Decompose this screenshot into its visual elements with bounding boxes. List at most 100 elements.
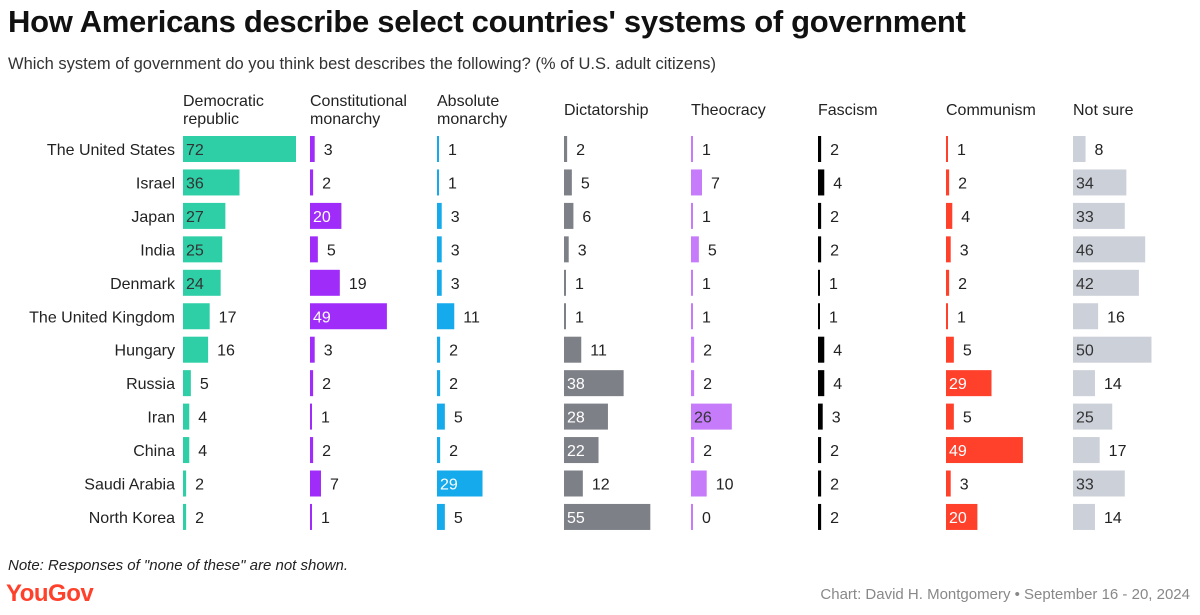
value-label-dictatorship-the-united-kingdom: 1 <box>575 309 584 326</box>
bar-constitutional-monarchy-the-united-kingdom <box>310 303 387 330</box>
row-label-the-united-kingdom: The United Kingdom <box>29 309 175 326</box>
value-label-dictatorship-india: 3 <box>578 242 587 259</box>
bar-dictatorship-iran <box>564 403 608 430</box>
bar-not-sure-japan <box>1073 202 1125 229</box>
bar-dictatorship-russia <box>564 370 624 397</box>
bar-not-sure-the-united-states <box>1073 136 1086 162</box>
bar-dictatorship-israel <box>564 169 572 196</box>
value-label-dictatorship-israel: 5 <box>581 175 590 192</box>
row-label-north-korea: North Korea <box>89 510 175 527</box>
row-label-china: China <box>133 443 175 460</box>
bar-absolute-monarchy-the-united-kingdom <box>437 303 455 330</box>
bar-communism-the-united-kingdom <box>946 303 948 330</box>
yougov-logo: YouGov <box>6 580 94 607</box>
value-label-absolute-monarchy-iran: 5 <box>454 410 463 427</box>
bar-communism-hungary <box>946 336 954 363</box>
bar-absolute-monarchy-israel <box>437 169 439 196</box>
bar-democratic-republic-iran <box>183 403 190 430</box>
bar-communism-north-korea <box>946 503 978 530</box>
value-label-constitutional-monarchy-denmark: 19 <box>349 276 367 293</box>
value-label-absolute-monarchy-denmark: 3 <box>451 276 460 293</box>
value-label-absolute-monarchy-india: 3 <box>451 242 460 259</box>
bar-theocracy-india <box>691 236 699 263</box>
value-label-absolute-monarchy-israel: 1 <box>448 175 457 192</box>
bar-constitutional-monarchy-saudi-arabia <box>310 470 321 497</box>
value-label-democratic-republic-north-korea: 2 <box>195 510 204 527</box>
bar-not-sure-hungary <box>1073 336 1152 363</box>
value-label-theocracy-denmark: 1 <box>702 276 711 293</box>
value-label-not-sure-russia: 14 <box>1104 376 1122 393</box>
value-label-absolute-monarchy-north-korea: 5 <box>454 510 463 527</box>
value-label-not-sure-the-united-kingdom: 16 <box>1107 309 1125 326</box>
bar-not-sure-russia <box>1073 370 1095 397</box>
bar-theocracy-the-united-kingdom <box>691 303 693 330</box>
value-label-not-sure-india: 46 <box>1076 242 1094 259</box>
value-label-not-sure-japan: 33 <box>1076 209 1094 226</box>
value-label-democratic-republic-japan: 27 <box>186 209 204 226</box>
column-header-constitutional-monarchy: Constitutional <box>310 93 407 110</box>
value-label-dictatorship-japan: 6 <box>582 209 591 226</box>
value-label-fascism-saudi-arabia: 2 <box>830 477 839 494</box>
value-label-theocracy-japan: 1 <box>702 209 711 226</box>
bar-absolute-monarchy-russia <box>437 370 441 397</box>
bar-democratic-republic-the-united-kingdom <box>183 303 210 330</box>
value-label-communism-the-united-states: 1 <box>957 142 966 159</box>
column-header-dictatorship: Dictatorship <box>564 102 649 119</box>
bar-not-sure-the-united-kingdom <box>1073 303 1099 330</box>
value-label-not-sure-the-united-states: 8 <box>1095 142 1104 159</box>
column-header-fascism: Fascism <box>818 102 878 119</box>
bar-constitutional-monarchy-denmark <box>310 269 340 296</box>
value-label-dictatorship-iran: 28 <box>567 410 585 427</box>
value-label-dictatorship-north-korea: 55 <box>567 510 585 527</box>
value-label-democratic-republic-israel: 36 <box>186 175 204 192</box>
value-label-democratic-republic-denmark: 24 <box>186 276 204 293</box>
bar-absolute-monarchy-india <box>437 236 442 263</box>
chart-subtitle: Which system of government do you think … <box>8 55 716 73</box>
row-label-hungary: Hungary <box>115 343 175 360</box>
row-label-russia: Russia <box>126 376 175 393</box>
footnote: Note: Responses of "none of these" are n… <box>8 557 349 574</box>
value-label-democratic-republic-the-united-kingdom: 17 <box>219 309 237 326</box>
value-label-constitutional-monarchy-china: 2 <box>322 443 331 460</box>
value-label-dictatorship-saudi-arabia: 12 <box>592 477 610 494</box>
bar-constitutional-monarchy-the-united-states <box>310 136 315 162</box>
value-label-fascism-china: 2 <box>830 443 839 460</box>
value-label-communism-hungary: 5 <box>963 343 972 360</box>
bar-fascism-russia <box>818 370 825 397</box>
bar-communism-the-united-states <box>946 136 948 162</box>
value-label-democratic-republic-saudi-arabia: 2 <box>195 477 204 494</box>
value-label-democratic-republic-iran: 4 <box>198 410 207 427</box>
bar-absolute-monarchy-china <box>437 437 441 464</box>
bar-theocracy-north-korea <box>691 503 693 530</box>
value-label-absolute-monarchy-hungary: 2 <box>449 343 458 360</box>
bar-absolute-monarchy-denmark <box>437 269 442 296</box>
bar-democratic-republic-denmark <box>183 269 221 296</box>
value-label-fascism-north-korea: 2 <box>830 510 839 527</box>
bar-democratic-republic-the-united-states <box>183 136 296 162</box>
value-label-not-sure-china: 17 <box>1109 443 1127 460</box>
value-label-democratic-republic-china: 4 <box>198 443 207 460</box>
value-label-not-sure-denmark: 42 <box>1076 276 1094 293</box>
bar-democratic-republic-north-korea <box>183 503 187 530</box>
value-label-constitutional-monarchy-hungary: 3 <box>324 343 333 360</box>
column-header-democratic-republic: Democratic <box>183 93 264 110</box>
value-label-not-sure-iran: 25 <box>1076 410 1094 427</box>
value-label-constitutional-monarchy-saudi-arabia: 7 <box>330 477 339 494</box>
value-label-fascism-hungary: 4 <box>833 343 842 360</box>
value-label-theocracy-india: 5 <box>708 242 717 259</box>
value-label-not-sure-israel: 34 <box>1076 175 1094 192</box>
value-label-dictatorship-hungary: 11 <box>590 343 607 360</box>
value-label-not-sure-hungary: 50 <box>1076 343 1094 360</box>
bar-democratic-republic-hungary <box>183 336 209 363</box>
value-label-communism-india: 3 <box>960 242 969 259</box>
bar-theocracy-iran <box>691 403 732 430</box>
bar-not-sure-china <box>1073 437 1100 464</box>
bar-fascism-iran <box>818 403 823 430</box>
bar-absolute-monarchy-hungary <box>437 336 441 363</box>
bar-dictatorship-the-united-kingdom <box>564 303 566 330</box>
bar-not-sure-israel <box>1073 169 1127 196</box>
column-header-constitutional-monarchy: monarchy <box>310 111 380 128</box>
bar-communism-russia <box>946 370 992 397</box>
column-header-absolute-monarchy: monarchy <box>437 111 507 128</box>
value-label-constitutional-monarchy-japan: 20 <box>313 209 331 226</box>
